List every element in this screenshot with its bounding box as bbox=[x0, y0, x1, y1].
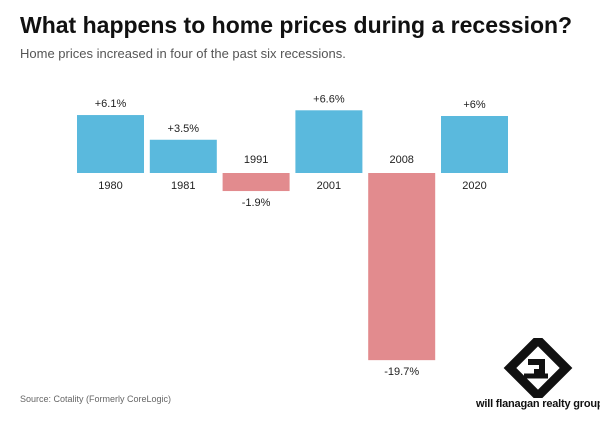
bar-1991 bbox=[222, 173, 290, 192]
wf-monogram-icon bbox=[503, 333, 573, 403]
category-label-1981: 1981 bbox=[171, 180, 195, 192]
value-label-2020: +6% bbox=[463, 99, 486, 111]
value-label-1991: -1.9% bbox=[242, 197, 271, 209]
value-label-1980: +6.1% bbox=[95, 98, 127, 110]
bar-2001 bbox=[295, 110, 363, 173]
category-label-2020: 2020 bbox=[462, 180, 486, 192]
chart-subtitle: Home prices increased in four of the pas… bbox=[20, 46, 346, 61]
value-label-2008: -19.7% bbox=[384, 366, 419, 378]
source-note: Source: Cotality (Formerly CoreLogic) bbox=[20, 394, 172, 404]
bar-2020 bbox=[441, 116, 508, 173]
bar-1981 bbox=[149, 139, 217, 173]
chart-title: What happens to home prices during a rec… bbox=[20, 12, 573, 38]
bar-2008 bbox=[368, 173, 436, 361]
bar-1980 bbox=[77, 115, 144, 173]
brand-name: will flanagan realty group bbox=[476, 398, 600, 410]
category-label-1980: 1980 bbox=[98, 180, 122, 192]
category-label-1991: 1991 bbox=[244, 154, 268, 166]
brand-logo: will flanagan realty group bbox=[476, 333, 600, 418]
value-label-1981: +3.5% bbox=[168, 123, 200, 135]
category-label-2008: 2008 bbox=[389, 154, 413, 166]
value-label-2001: +6.6% bbox=[313, 93, 345, 105]
category-label-2001: 2001 bbox=[317, 180, 341, 192]
